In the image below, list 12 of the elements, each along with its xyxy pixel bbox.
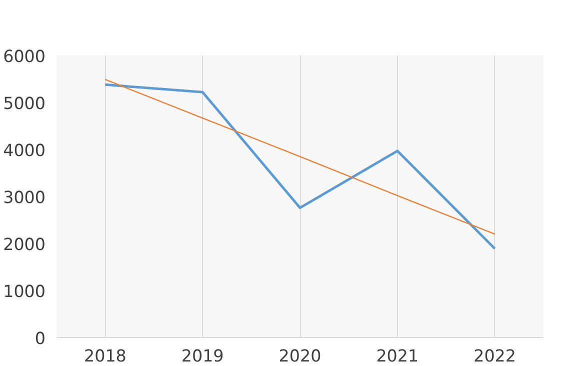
x-tick-label: 2022 — [474, 346, 516, 366]
y-tick-label: 4000 — [3, 141, 46, 160]
x-tick-label: 2018 — [84, 346, 126, 366]
y-tick-label: 5000 — [3, 94, 46, 113]
y-tick-label: 1000 — [3, 282, 46, 301]
x-tick-label: 2021 — [376, 346, 419, 366]
y-tick-label: 3000 — [3, 188, 46, 207]
x-tick-label: 2019 — [181, 346, 224, 366]
y-tick-label: 6000 — [3, 47, 46, 66]
y-tick-label: 2000 — [3, 235, 46, 254]
x-tick-label: 2020 — [278, 346, 322, 366]
y-tick-label: 0 — [34, 329, 46, 348]
